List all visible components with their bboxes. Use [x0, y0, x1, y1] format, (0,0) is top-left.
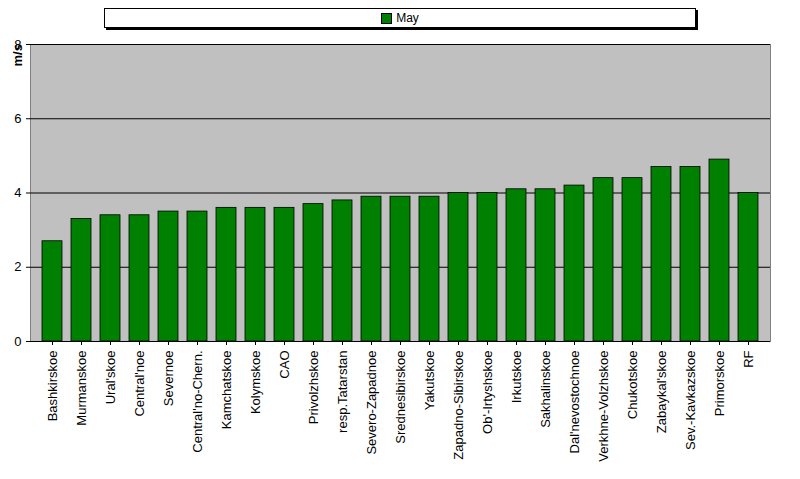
svg-text:Privolzhskoe: Privolzhskoe	[306, 351, 321, 425]
svg-text:resp.Tatarstan: resp.Tatarstan	[335, 351, 350, 433]
svg-text:Kamchatskoe: Kamchatskoe	[219, 351, 234, 430]
svg-text:Bashkirskoe: Bashkirskoe	[45, 351, 60, 422]
svg-text:CAO: CAO	[277, 351, 292, 379]
svg-text:0: 0	[14, 334, 21, 349]
html-text:May: May	[396, 11, 419, 25]
svg-text:Chukotskoe: Chukotskoe	[625, 351, 640, 420]
svg-text:Central'no-Chern.: Central'no-Chern.	[190, 351, 205, 453]
svg-text:Sev.-Kavkazskoe: Sev.-Kavkazskoe	[683, 351, 698, 450]
svg-text:Yakutskoe: Yakutskoe	[422, 351, 437, 411]
svg-text:Srednesibirskoe: Srednesibirskoe	[393, 351, 408, 444]
svg-text:Zapadno-Sibirskoe: Zapadno-Sibirskoe	[451, 351, 466, 460]
svg-text:Sakhalinskoe: Sakhalinskoe	[538, 351, 553, 428]
svg-text:Ob'-Irtyshskoe: Ob'-Irtyshskoe	[480, 351, 495, 434]
svg-text:Verkhne-Volzhskoe: Verkhne-Volzhskoe	[596, 351, 611, 462]
svg-text:2: 2	[14, 259, 21, 274]
svg-text:m/s: m/s	[10, 44, 25, 66]
svg-text:Dal'nevostochnoe: Dal'nevostochnoe	[567, 351, 582, 454]
svg-text:Primorskoe: Primorskoe	[712, 351, 727, 417]
svg-text:Kolymskoe: Kolymskoe	[248, 351, 263, 415]
svg-text:4: 4	[14, 185, 21, 200]
svg-text:6: 6	[14, 111, 21, 126]
svg-text:Ural'skoe: Ural'skoe	[103, 351, 118, 405]
svg-text:Zabaykal'skoe: Zabaykal'skoe	[654, 351, 669, 434]
svg-text:Murmanskoe: Murmanskoe	[74, 351, 89, 426]
svg-text:Severo-Zapadnoe: Severo-Zapadnoe	[364, 351, 379, 455]
svg-text:Irkutskoe: Irkutskoe	[509, 351, 524, 404]
svg-text:Severnoe: Severnoe	[161, 351, 176, 407]
svg-text:Central'noe: Central'noe	[132, 351, 147, 417]
svg-text:RF: RF	[741, 350, 756, 367]
